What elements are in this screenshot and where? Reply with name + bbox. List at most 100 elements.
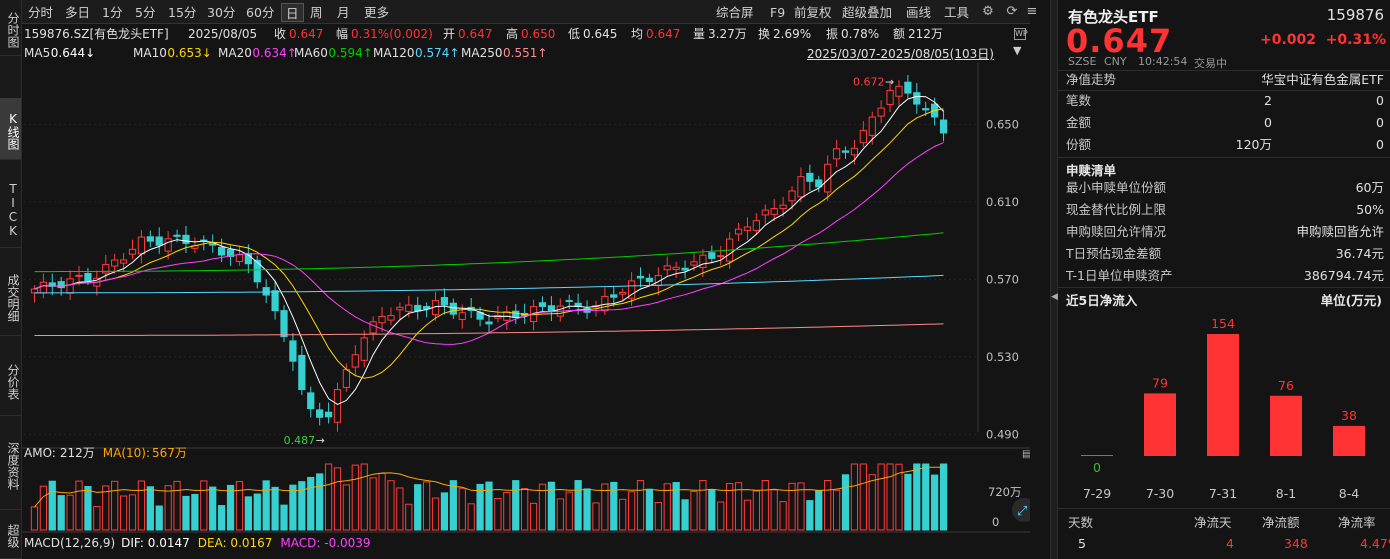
panel-splitter[interactable]: ◀: [1050, 0, 1058, 559]
nav-tab-3[interactable]: 成交明细: [0, 256, 21, 336]
candle-body: [440, 297, 449, 306]
refresh-icon[interactable]: ⟳: [1006, 4, 1018, 19]
volume-bar: [690, 490, 698, 531]
volume-bar: [654, 501, 662, 531]
volume-bar: [271, 486, 279, 531]
tool-1[interactable]: F9: [770, 5, 786, 20]
nav-underlying: 华宝中证有色金属ETF: [1261, 72, 1384, 87]
creation-row-value: 60万: [1355, 180, 1384, 195]
candle-body: [75, 274, 83, 277]
nav-tab-0[interactable]: 分时图: [0, 0, 21, 56]
ma-value-1: 0.653↓: [167, 46, 212, 60]
amp-value: 0.31%(0.002): [351, 27, 433, 41]
net-inflow-chart: 0 7-29 79 7-30 154 7-31 76 8-1 38 8-4: [1081, 316, 1365, 501]
volume-bar: [521, 488, 529, 531]
candle-body: [146, 236, 154, 242]
candle-body: [752, 220, 760, 231]
period-3[interactable]: 5分: [135, 5, 156, 20]
candle-body: [128, 248, 137, 255]
period-5[interactable]: 30分: [207, 5, 236, 20]
wp-icon[interactable]: WP: [1014, 28, 1028, 40]
volume-bar: [556, 498, 564, 531]
expand-icon[interactable]: [1012, 498, 1030, 522]
nav-tab-1[interactable]: K线图: [0, 98, 21, 160]
candle-body: [218, 246, 226, 256]
candle-body: [387, 315, 395, 321]
menu-icon[interactable]: ≡: [1026, 4, 1038, 19]
volume-bar: [868, 474, 876, 531]
volume-bar: [387, 480, 395, 531]
amt-label: 额: [893, 27, 906, 41]
creation-row-4: T-1日单位申赎资产 386794.74元: [1066, 265, 1384, 287]
turn-label: 换: [758, 27, 771, 41]
tool-4[interactable]: 画线: [906, 5, 932, 20]
volume-bar: [102, 485, 110, 531]
volume-bar: [859, 463, 867, 531]
nav-tab-5[interactable]: 深度资料: [0, 418, 21, 510]
inflow-value-0: 0: [1093, 460, 1101, 475]
candle-body: [913, 92, 921, 105]
period-2[interactable]: 1分: [102, 5, 123, 20]
candle-body: [877, 107, 885, 117]
creation-list-title: 申赎清单: [1066, 163, 1117, 178]
inflow-bar-2: [1207, 334, 1239, 456]
high-label: 高: [506, 27, 519, 41]
open-label: 开: [443, 27, 456, 41]
candle-body: [414, 304, 422, 312]
candle-body: [770, 208, 778, 215]
period-8[interactable]: 周: [310, 5, 323, 20]
nav-row[interactable]: 净值走势 华宝中证有色金属ETF: [1066, 70, 1384, 90]
swing-label: 振: [826, 27, 839, 41]
range-dropdown-icon[interactable]: ▼: [1013, 44, 1022, 57]
ma-label-3: MA60: [294, 46, 328, 60]
date-range[interactable]: 2025/03/07-2025/08/05(103日): [807, 47, 994, 61]
creation-row-0: 最小申赎单位份额 60万: [1066, 177, 1384, 199]
volume-bar: [886, 463, 894, 531]
volume-bar: [743, 499, 752, 531]
ma-value-0: 0.644↓: [50, 46, 96, 60]
flow-unit: 单位(万元): [1320, 293, 1382, 308]
volume-bar: [342, 484, 351, 531]
tool-3[interactable]: 超级叠加: [842, 5, 893, 20]
period-6[interactable]: 60分: [246, 5, 275, 20]
period-7[interactable]: 日: [281, 3, 304, 22]
volume-bar: [75, 480, 83, 531]
candle-body: [57, 281, 65, 289]
tool-5[interactable]: 工具: [944, 5, 970, 20]
candle-body: [904, 81, 912, 94]
period-1[interactable]: 多日: [65, 5, 91, 20]
tool-0[interactable]: 综合屏: [716, 5, 754, 20]
nav-tab-2[interactable]: TICK: [0, 168, 21, 248]
period-9[interactable]: 月: [337, 5, 350, 20]
period-0[interactable]: 分时: [28, 5, 54, 20]
creation-row-label: 申购赎回允许情况: [1066, 224, 1167, 239]
candle-body: [164, 238, 172, 252]
trading-status: 交易中: [1194, 57, 1227, 70]
candle-body: [378, 315, 386, 324]
gear-icon[interactable]: ⚙: [982, 4, 994, 19]
candle-body: [761, 209, 769, 216]
nav-tab-4[interactable]: 分价表: [0, 344, 21, 416]
candle-body: [832, 148, 841, 160]
trade-row-label: 份额: [1066, 137, 1092, 152]
macd-value: MACD: -0.0039: [280, 536, 370, 550]
volume-bar: [788, 482, 796, 531]
expand-arrow-icon[interactable]: ⤢: [1017, 504, 1027, 519]
candle-body: [824, 163, 832, 193]
period-4[interactable]: 15分: [168, 5, 197, 20]
candle-body: [708, 252, 716, 259]
trade-row-0: 笔数 2 0: [1066, 90, 1384, 112]
candle-body: [636, 275, 645, 279]
candle-body: [610, 294, 618, 298]
collapse-arrow-icon[interactable]: ◀: [1051, 292, 1058, 302]
volume-bar: [422, 481, 431, 531]
indicator-menu-icon[interactable]: ▤: [1022, 449, 1030, 460]
volume-bar: [708, 489, 716, 531]
volume-bar: [467, 503, 475, 531]
tool-2[interactable]: 前复权: [794, 5, 832, 20]
volume-bar: [218, 505, 226, 531]
nav-tab-6[interactable]: 超级: [0, 510, 21, 559]
period-10[interactable]: 更多: [364, 5, 390, 20]
inflow-date-2: 7-31: [1209, 486, 1237, 501]
